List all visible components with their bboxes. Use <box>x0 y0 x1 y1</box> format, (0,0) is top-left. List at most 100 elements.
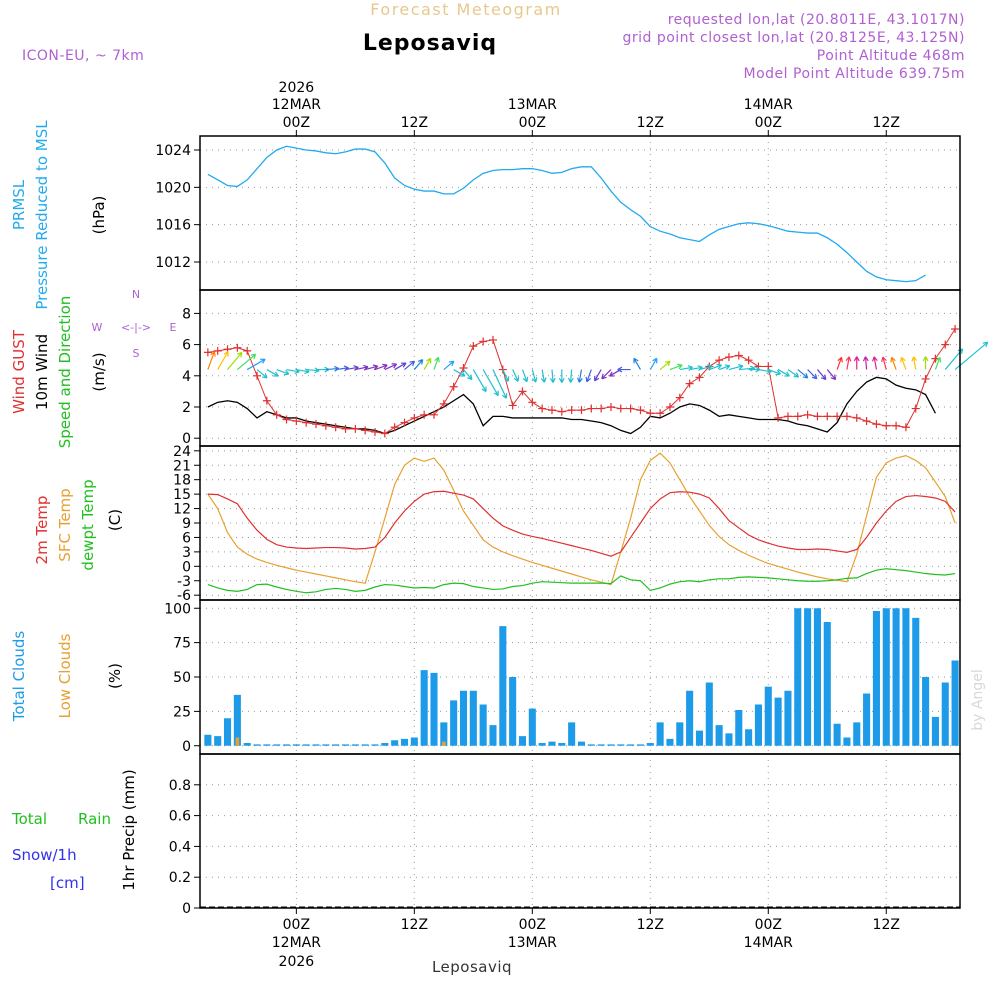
gust-marker <box>656 409 665 418</box>
bar-total-clouds <box>391 740 399 746</box>
bar-total-clouds <box>479 704 487 746</box>
gust-marker <box>479 337 488 346</box>
bar-total-clouds <box>469 690 477 746</box>
gust-marker <box>390 423 399 432</box>
plot-area: 101210161020102402468-6-3036912151821240… <box>155 135 989 917</box>
wind-direction-arrow <box>911 356 918 370</box>
wind-direction-arrow <box>585 369 592 383</box>
gust-marker <box>744 356 753 365</box>
bar-total-clouds <box>518 736 527 746</box>
bottom-time-label: 12Z <box>401 917 428 933</box>
y-tick-label: 6 <box>182 338 191 354</box>
gust-marker <box>892 421 901 430</box>
bar-total-clouds <box>548 741 556 746</box>
bar-total-clouds <box>233 694 241 746</box>
wind-direction-arrow <box>217 351 229 370</box>
bar-total-clouds <box>636 744 645 746</box>
gust-marker <box>862 417 871 426</box>
bar-total-clouds <box>754 704 762 746</box>
wind-direction-arrow <box>787 369 800 378</box>
credit-watermark: by Angel <box>970 669 986 730</box>
label-gust: Wind GUST <box>10 329 28 414</box>
y-tick-label: 1012 <box>155 255 191 271</box>
wind-direction-arrow <box>617 366 631 373</box>
bar-total-clouds <box>371 744 379 746</box>
bottom-time-label: 14MAR <box>744 935 793 951</box>
label-wind: Wind GUST 10m Wind Speed and Direction (… <box>10 288 177 448</box>
wind-direction-arrow <box>862 356 869 370</box>
bar-total-clouds <box>499 626 507 746</box>
gust-marker <box>341 424 350 433</box>
gust-marker <box>282 415 291 424</box>
gust-marker <box>911 404 920 413</box>
label-snow: Snow/1h <box>12 846 77 864</box>
wind-direction-arrow <box>558 369 565 383</box>
gust-marker <box>921 374 930 383</box>
wind-direction-arrow <box>236 353 257 371</box>
bottom-time-label: 00Z <box>755 917 782 933</box>
wind-direction-arrow <box>540 369 547 383</box>
bar-total-clouds <box>784 690 792 746</box>
top-time-label: 14MAR <box>744 97 793 113</box>
bar-total-clouds <box>794 608 802 746</box>
label-precip-unit: 1hr Precip (mm) <box>120 769 138 890</box>
wind-direction-arrow <box>413 359 424 370</box>
top-time-label: 12Z <box>873 115 900 131</box>
gust-marker <box>439 399 448 408</box>
label-wind-unit: (m/s) <box>90 352 108 391</box>
y-tick-label: 1024 <box>155 143 191 159</box>
y-tick-label: 50 <box>173 670 191 686</box>
wind-direction-arrow <box>728 364 744 371</box>
location-title: Leposaviq <box>363 31 497 56</box>
gust-marker <box>498 365 507 374</box>
compass-e: E <box>170 321 177 334</box>
label-snow-unit: [cm] <box>50 874 85 892</box>
y-tick-label: 21 <box>173 458 191 474</box>
bar-total-clouds <box>843 737 851 746</box>
panel-5: 0 0.2 0.4 0.6 0.8 <box>169 753 961 917</box>
gust-marker <box>312 420 321 429</box>
label-sfc-temp: SFC Temp <box>56 488 74 561</box>
bottom-time-label: 12MAR <box>272 935 321 951</box>
wind-direction-arrow <box>709 363 722 371</box>
wind-direction-arrow <box>463 369 473 381</box>
wind-direction-arrow <box>890 356 897 370</box>
wind-direction-arrow <box>374 363 388 371</box>
bar-total-clouds <box>223 718 232 746</box>
y-tick-label: 0.6 <box>169 809 191 825</box>
bar-total-clouds <box>538 743 546 746</box>
wind-direction-arrow <box>276 368 290 376</box>
label-dewpt-temp: dewpt Temp <box>79 479 97 570</box>
wind-direction-arrow <box>836 356 843 370</box>
label-temperature: 2m Temp SFC Temp dewpt Temp (C) <box>33 479 124 570</box>
label-precip: Total Rain Snow/1h [cm] 1hr Precip (mm) <box>11 769 138 892</box>
bar-total-clouds <box>922 677 930 746</box>
wind-direction-arrow <box>922 356 929 370</box>
wind-direction-arrow <box>797 369 809 379</box>
gust-marker <box>616 404 625 413</box>
label-prmsl-unit: (hPa) <box>90 196 108 235</box>
label-pressure: PRMSL Pressure Reduced to MSL (hPa) <box>10 120 108 310</box>
gust-marker <box>233 343 242 352</box>
wind-direction-arrow <box>207 351 216 370</box>
y-tick-label: 12 <box>173 502 191 518</box>
bar-total-clouds <box>931 716 939 746</box>
y-tick-label: 18 <box>173 473 191 489</box>
compass-s: S <box>133 347 140 360</box>
gust-marker <box>715 356 724 365</box>
gust-marker <box>587 404 596 413</box>
bar-total-clouds <box>882 608 890 746</box>
series-2m-temp-line <box>207 490 956 557</box>
gust-marker <box>321 421 330 430</box>
gust-marker <box>410 413 419 422</box>
gust-marker <box>852 413 861 422</box>
gust-marker <box>695 373 704 382</box>
label-speed-dir: Speed and Direction <box>56 296 74 449</box>
series-sfc-temp-line <box>207 452 956 586</box>
bar-total-clouds <box>528 708 536 746</box>
gust-marker <box>547 406 556 415</box>
bar-total-clouds <box>646 743 654 746</box>
gust-marker <box>774 413 783 422</box>
top-time-label: 13MAR <box>508 97 557 113</box>
bar-total-clouds <box>902 608 910 746</box>
